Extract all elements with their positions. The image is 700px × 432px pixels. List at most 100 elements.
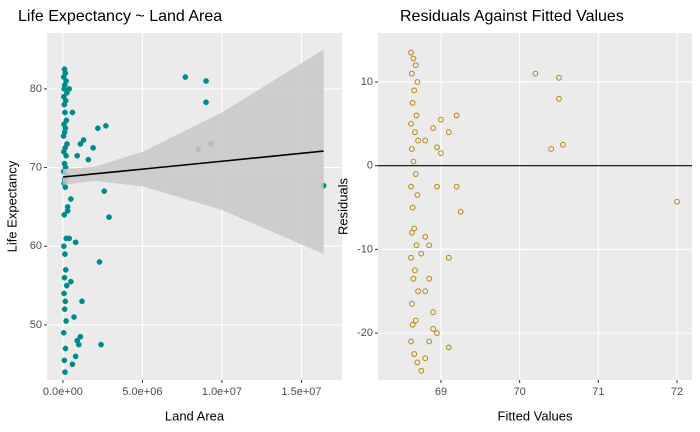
point [63,318,69,324]
point [74,337,81,344]
point [415,288,422,295]
point [418,367,425,374]
point [434,183,440,190]
point [408,338,414,345]
point [90,145,96,151]
y-tick-label: 50 [30,319,42,331]
point [72,239,79,246]
point [61,290,67,297]
point [445,129,452,136]
point [426,275,433,282]
point [413,112,420,119]
point [68,278,74,285]
y-tick-label: 80 [30,83,42,95]
point [556,95,562,102]
point [106,214,112,220]
point [408,229,415,236]
point [430,326,436,332]
point [61,243,67,250]
point [79,298,85,305]
x-tick-label: 69 [435,386,447,398]
point [412,129,418,136]
point [430,125,436,131]
fit-line [62,150,324,178]
point [74,152,81,159]
point [434,330,440,337]
point [438,150,444,157]
point [71,314,77,320]
point [412,317,419,324]
point [410,55,417,62]
x-tick-label: 1.5e+07 [281,386,321,398]
point [438,116,444,123]
plot-background [378,33,692,380]
point [434,144,440,151]
point [60,133,67,139]
point [101,188,108,195]
point [408,300,415,307]
y-tick-label: 60 [30,240,42,252]
point [64,207,71,214]
point [203,99,209,106]
point [413,242,420,249]
point [68,196,74,202]
point [62,266,69,273]
point [182,74,189,80]
point [408,70,415,77]
point [411,351,418,357]
point [62,251,68,257]
y-tick-label: 0 [367,160,373,172]
point [410,158,417,165]
point [556,74,562,81]
x-tick-label: 5.0e+06 [122,386,162,398]
point [415,137,422,144]
point [418,250,425,257]
point [414,79,421,85]
point [453,112,460,119]
point [532,70,539,77]
point [409,100,416,106]
y-axis-title: Life Expectancy [4,160,19,252]
point [411,225,418,232]
point [203,78,209,84]
point [548,146,555,152]
point [414,192,421,198]
point [69,109,76,116]
point [102,122,109,129]
point [430,309,436,316]
y-tick-label: 70 [30,161,42,173]
point [408,120,414,127]
point [80,137,87,143]
point [408,254,414,261]
point [412,62,419,69]
x-tick-label: 72 [671,386,683,398]
point [408,49,414,56]
point [414,359,421,366]
point [674,198,680,205]
point [412,171,419,177]
x-tick-label: 71 [592,386,604,398]
point [409,204,416,211]
confidence-band [62,49,324,255]
point [61,211,68,218]
point [62,109,68,116]
point [457,208,464,215]
point [445,344,452,351]
y-tick-label: 10 [361,76,373,88]
point [77,333,84,340]
point [411,87,418,94]
point [60,329,67,336]
point [62,298,69,305]
point [66,86,73,92]
point [409,321,416,328]
point [62,184,69,191]
chart-title: Life Expectancy ~ Land Area [18,8,222,25]
point [77,141,84,147]
point [72,353,79,360]
point [410,275,417,282]
point [62,345,69,352]
y-tick-label: -20 [357,327,373,339]
point [85,156,92,163]
point [408,183,414,190]
